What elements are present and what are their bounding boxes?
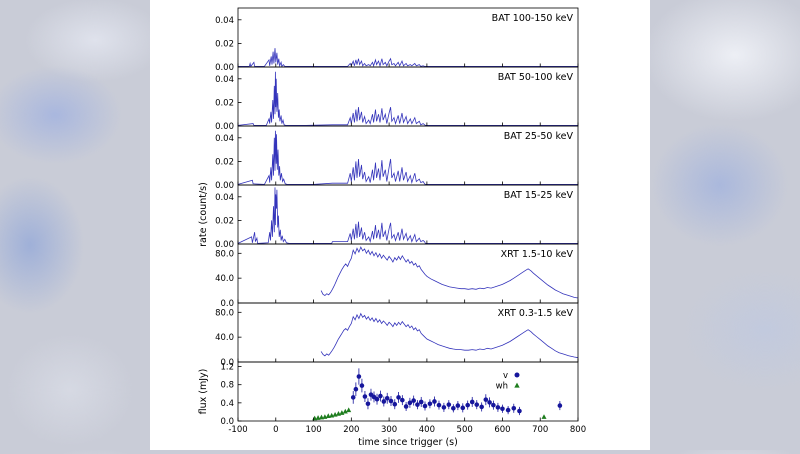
y-tick-label: 0.02 — [215, 98, 234, 108]
xrt-0p3-1p5-kev-rate-line — [320, 312, 579, 359]
y-tick-label: 80.0 — [215, 249, 234, 259]
y-tick-label: 0.04 — [215, 75, 234, 85]
x-tick-label: 0 — [273, 425, 278, 435]
x-tick-label: 800 — [570, 425, 586, 435]
x-tick-label: 200 — [343, 425, 359, 435]
y-tick-label: 0.0 — [220, 299, 234, 309]
panel-label: BAT 25-50 keV — [504, 131, 574, 142]
y-tick-label: 0.02 — [215, 157, 234, 167]
x-tick-label: -100 — [228, 425, 247, 435]
y-tick-label: 0.00 — [215, 122, 234, 132]
rate-axis-title: rate (count/s) — [198, 182, 209, 247]
chart-panel-bat-100-150-kev: 0.00 0.02 0.04 BAT 100-150 keV — [215, 7, 579, 73]
legend-label-wh: wh — [496, 382, 508, 392]
y-tick-label: 0.04 — [215, 134, 234, 144]
x-tick-label: 700 — [532, 425, 548, 435]
x-axis-title: time since trigger (s) — [358, 437, 458, 448]
y-tick-label: 40.0 — [215, 274, 234, 284]
y-tick-label: 1.2 — [220, 363, 234, 373]
y-tick-label: 0.0 — [220, 417, 234, 427]
optical-flux-v-points — [350, 368, 563, 416]
panel-label: XRT 1.5-10 keV — [501, 249, 574, 260]
bat-100-150-kev-rate-line — [238, 48, 578, 68]
y-tick-label: 0.00 — [215, 63, 234, 73]
x-tick-label: 500 — [457, 425, 473, 435]
chart-panel-bat-15-25-kev: 0.00 0.02 0.04 BAT 15-25 keV — [215, 184, 579, 250]
y-tick-label: 0.8 — [220, 381, 234, 391]
panel-frame — [237, 361, 579, 422]
y-tick-label: 0.02 — [215, 39, 234, 49]
panel-label: XRT 0.3-1.5 keV — [498, 308, 574, 319]
flux-axis-title: flux (mJy) — [198, 369, 209, 415]
bat-50-100-kev-rate-line — [237, 71, 578, 126]
xrt-1p5-10-kev-rate-line — [320, 246, 579, 299]
chart-panel-bat-25-50-kev: 0.00 0.02 0.04 BAT 25-50 keV — [215, 125, 579, 191]
y-tick-label: 0.04 — [215, 193, 234, 203]
panel-label: BAT 100-150 keV — [492, 13, 574, 24]
bat-25-50-kev-rate-line — [237, 130, 578, 185]
y-tick-label: 0.04 — [215, 16, 234, 26]
optical-flux-wh-points — [312, 407, 547, 421]
legend-marker-triangle — [514, 382, 520, 388]
y-tick-label: 0.0 — [220, 358, 234, 368]
y-tick-label: 40.0 — [215, 333, 234, 343]
y-tick-label: 0.00 — [215, 240, 234, 250]
chart-panel-xrt-1p5-10-kev: 0.0 40.0 80.0 XRT 1.5-10 keV — [215, 243, 579, 309]
panel-label: BAT 50-100 keV — [498, 72, 574, 83]
chart-panel-bat-50-100-kev: 0.00 0.02 0.04 BAT 50-100 keV — [215, 66, 579, 132]
bat-15-25-kev-rate-line — [237, 187, 578, 244]
x-tick-label: 300 — [381, 425, 397, 435]
panel-label: BAT 15-25 keV — [504, 190, 574, 201]
lightcurve-figure: 0.00 0.02 0.04 BAT 100-150 keV 0.00 0.02 0.04 B… — [150, 0, 650, 450]
y-tick-label: 0.00 — [215, 181, 234, 191]
chart-panel-optical-flux: 0.0 0.4 0.8 1.2 — [220, 361, 579, 427]
y-tick-label: 0.4 — [220, 399, 234, 409]
y-tick-label: 0.02 — [215, 216, 234, 226]
chart-panel-xrt-0p3-1p5-kev: 0.0 40.0 80.0 XRT 0.3-1.5 keV — [215, 302, 579, 368]
y-tick-label: 80.0 — [215, 308, 234, 318]
legend-label-v: v — [503, 371, 508, 381]
x-tick-label: 400 — [419, 425, 435, 435]
x-tick-label: 600 — [494, 425, 510, 435]
x-tick-label: 100 — [305, 425, 321, 435]
legend-marker-circle — [514, 372, 520, 378]
